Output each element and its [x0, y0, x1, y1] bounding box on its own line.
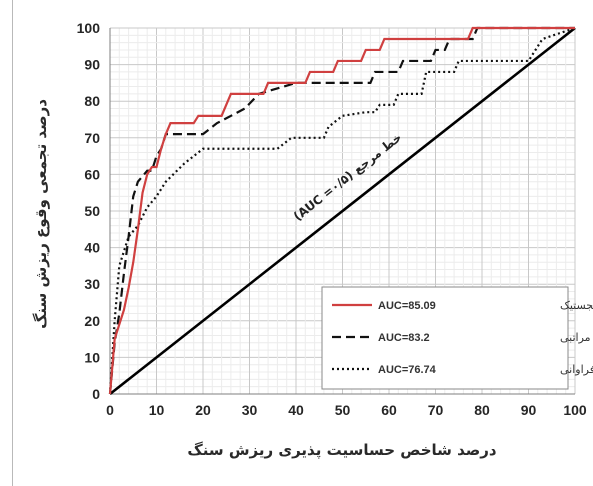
x-tick-label: 70	[428, 402, 444, 418]
x-tick-label: 40	[288, 402, 304, 418]
x-tick-label: 30	[242, 402, 258, 418]
legend-auc-frequency-ratio: AUC=76.74	[378, 364, 437, 376]
reference-line-group	[109, 26, 576, 396]
legend-label-ahp: تحلیل سلسله مراتبی	[560, 331, 593, 344]
legend-auc-logistic: AUC=85.09	[378, 300, 436, 312]
reference-line	[109, 26, 576, 396]
legend-label-frequency-ratio: نسبت فراوانی	[560, 363, 593, 376]
y-axis-title: درصد تجمعی وقوع ریزش سنگ	[32, 99, 50, 329]
x-tick-label: 60	[381, 402, 397, 418]
x-tick-label: 90	[521, 402, 537, 418]
y-tick-label: 30	[84, 276, 100, 292]
x-tick-label: 80	[474, 402, 490, 418]
legend-label-logistic: رگرسیون لجستیک	[560, 299, 593, 312]
chart-frame	[12, 0, 593, 486]
y-tick-label: 10	[84, 349, 100, 365]
series-group	[108, 26, 576, 395]
x-tick-labels: 0 10 20 30 40 50 60 70 80 90 100	[106, 402, 587, 418]
y-tick-label: 90	[84, 57, 100, 73]
series-line-logistic-regression	[108, 26, 575, 395]
y-tick-label: 20	[84, 313, 100, 329]
x-tick-label: 20	[195, 402, 211, 418]
legend-auc-ahp: AUC=83.2	[378, 332, 430, 344]
y-tick-label: 60	[84, 166, 100, 182]
legend: AUC=85.09 رگرسیون لجستیک AUC=83.2 تحلیل …	[321, 286, 593, 390]
y-tick-label: 40	[84, 240, 100, 256]
y-tick-label: 70	[84, 130, 100, 146]
x-tick-label: 50	[335, 402, 351, 418]
series-line-ahp	[108, 26, 575, 395]
y-tick-label: 0	[92, 386, 100, 402]
y-tick-labels: 0 10 20 30 40 50 60 70 80 90 100	[77, 20, 101, 402]
y-tick-label: 80	[84, 93, 100, 109]
x-tick-label: 100	[563, 402, 587, 418]
legend-box	[321, 286, 569, 390]
series-line-frequency-ratio	[108, 26, 576, 395]
x-axis-title: درصد شاخص حساسیت پذیری ریزش سنگ	[187, 441, 497, 460]
x-tick-label: 10	[149, 402, 165, 418]
x-tick-label: 0	[106, 402, 114, 418]
y-tick-label: 50	[84, 203, 100, 219]
y-tick-label: 100	[77, 20, 101, 36]
axes	[109, 28, 575, 395]
